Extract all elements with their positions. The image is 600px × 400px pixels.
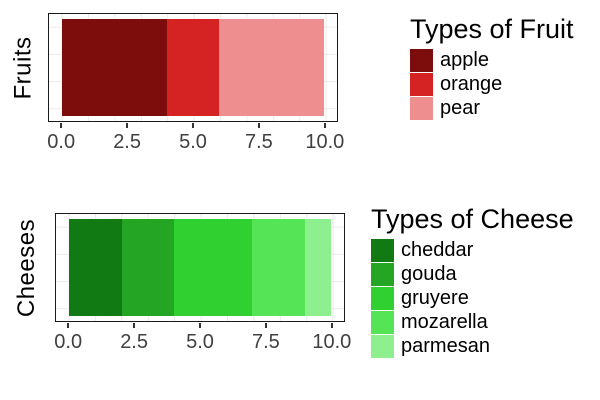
legend-item: orange (410, 73, 574, 96)
x-tick-label: 10.0 (305, 131, 345, 153)
x-axis: 0.0 2.5 5.0 7.5 10.0 (47, 122, 344, 167)
x-tick (67, 322, 69, 328)
x-tick (126, 122, 128, 128)
x-tick (192, 122, 194, 128)
legend-label: gouda (401, 263, 457, 285)
x-tick (265, 322, 267, 328)
legend-label: parmesan (401, 335, 490, 357)
x-tick-label: 7.5 (244, 131, 273, 153)
legend-swatch-parmesan (371, 335, 394, 358)
x-tick-label: 0.0 (47, 131, 76, 153)
x-tick (324, 122, 326, 128)
fruit-chart: Fruits 0.0 2.5 5.0 7.5 10.0 Types of Fruit a… (0, 13, 574, 167)
y-axis-title-text: Cheeses (13, 218, 41, 317)
plot-panel (48, 13, 338, 122)
bar-segment-gruyere (173, 219, 253, 316)
legend-swatch-gouda (371, 263, 394, 286)
legend-label: gruyere (401, 287, 469, 309)
legend-label: apple (440, 49, 489, 71)
legend-item: gouda (371, 263, 574, 286)
legend-swatch-pear (410, 97, 433, 120)
x-tick (133, 322, 135, 328)
x-tick-label: 2.5 (120, 331, 148, 353)
legend-item: pear (410, 97, 574, 120)
legend-item: cheddar (371, 239, 574, 262)
x-tick-label: 7.5 (251, 331, 280, 353)
legend-item: gruyere (371, 287, 574, 310)
x-tick-label: 10.0 (312, 331, 352, 353)
bar-segment-cheddar (69, 219, 122, 316)
legend-item: apple (410, 49, 574, 72)
y-axis-title-text: Fruits (9, 36, 36, 99)
bar-segment-pear (219, 19, 324, 116)
legend: Types of Cheese cheddar gouda gruyere mozar… (371, 204, 574, 359)
legend-title: Types of Fruit (410, 14, 574, 44)
y-axis-title: Cheeses (4, 213, 50, 322)
legend-label: pear (440, 97, 481, 119)
x-tick-label: 2.5 (113, 131, 141, 153)
bar-segment-mozarella (252, 219, 305, 316)
x-tick-label: 5.0 (179, 131, 207, 153)
legend-label: mozarella (401, 311, 488, 333)
stacked-bar (62, 19, 324, 116)
legend-label: cheddar (401, 239, 474, 261)
x-tick-label: 0.0 (54, 331, 83, 353)
legend-swatch-gruyere (371, 287, 394, 310)
legend-items: cheddar gouda gruyere mozarella parmesan (371, 239, 574, 358)
legend: Types of Fruit apple orange pear (410, 14, 574, 121)
bar-segment-apple (62, 19, 167, 116)
legend-swatch-mozarella (371, 311, 394, 334)
legend-swatch-orange (410, 73, 433, 96)
x-tick (60, 122, 62, 128)
stacked-bar (69, 219, 331, 316)
x-tick-label: 5.0 (186, 331, 214, 353)
x-axis: 0.0 2.5 5.0 7.5 10.0 (54, 322, 351, 367)
bar-segment-orange (166, 19, 220, 116)
x-tick (331, 322, 333, 328)
x-tick (199, 322, 201, 328)
legend-item: parmesan (371, 335, 574, 358)
x-tick (258, 122, 260, 128)
cheese-chart: Cheeses 0.0 2.5 5.0 7.5 10.0 Types of Cheese… (0, 200, 600, 400)
bar-segment-parmesan (304, 219, 331, 316)
legend-title: Types of Cheese (371, 204, 574, 234)
legend-items: apple orange pear (410, 49, 574, 120)
legend-label: orange (440, 73, 503, 95)
bar-segment-gouda (121, 219, 174, 316)
legend-swatch-apple (410, 49, 433, 72)
plot-panel (55, 213, 345, 322)
legend-item: mozarella (371, 311, 574, 334)
legend-swatch-cheddar (371, 239, 394, 262)
y-axis-title: Fruits (0, 13, 46, 122)
